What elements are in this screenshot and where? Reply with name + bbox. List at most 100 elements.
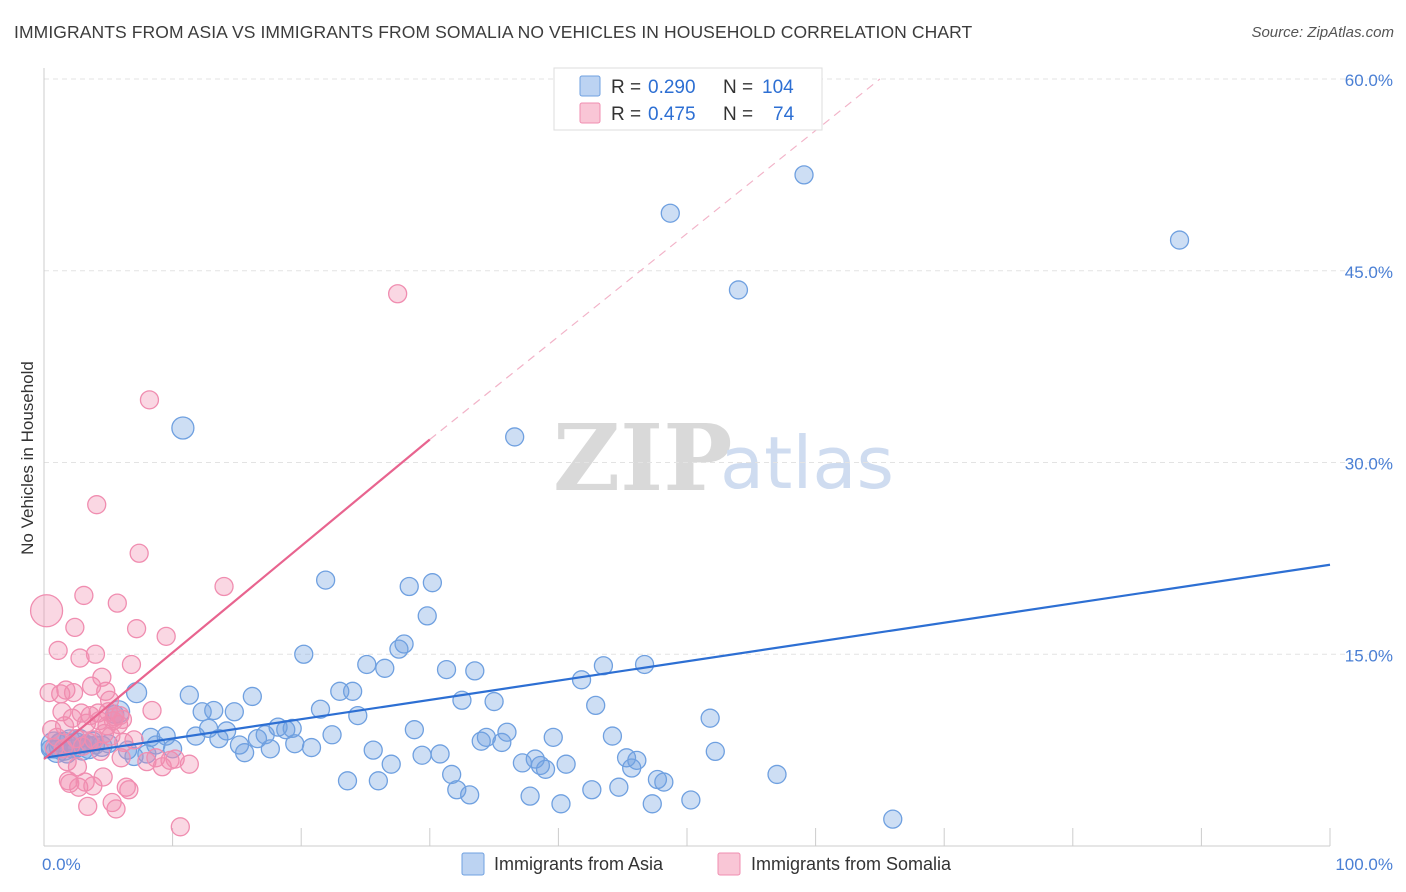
asia-point-47: [301, 737, 322, 758]
asia-point-105: [728, 280, 749, 300]
asia-point-37: [234, 743, 255, 763]
legend-somalia-n-label: N =: [723, 104, 753, 125]
asia-point-32: [204, 700, 224, 721]
asia-trend-line: [43, 563, 1331, 759]
somalia-point-9: [54, 716, 75, 736]
asia-point-86: [551, 794, 571, 814]
asia-point-67: [430, 744, 450, 764]
asia-point-52: [337, 771, 358, 791]
grid-lines: [44, 78, 1394, 655]
somalia-point-0: [29, 594, 64, 628]
asia-point-55: [357, 654, 377, 675]
asia-point-49: [315, 570, 336, 590]
asia-point-61: [394, 634, 414, 654]
trend-lines: [43, 78, 1331, 760]
somalia-point-67: [165, 749, 185, 769]
stats-legend: R = 0.290 N = 104 R = 0.475 N = 74: [553, 67, 823, 131]
legend-swatch-asia: [579, 75, 601, 97]
somalia-point-70: [214, 576, 234, 597]
somalia-trend-extension: [429, 78, 881, 440]
asia-point-106: [767, 764, 787, 785]
asia-point-63: [404, 720, 425, 740]
asia-point-84: [535, 759, 556, 779]
somalia-point-57: [121, 654, 142, 675]
somalia-point-21: [70, 648, 90, 668]
asia-point-50: [322, 725, 342, 745]
asia-point-45: [285, 734, 305, 754]
source-credit: Source: ZipAtlas.com: [1251, 24, 1394, 41]
legend-asia-n-value: 104: [762, 77, 794, 98]
asia-point-92: [602, 726, 623, 746]
somalia-point-7: [52, 702, 72, 722]
asia-point-41: [260, 739, 280, 759]
somalia-point-56: [119, 780, 139, 800]
legend-asia-r-label: R =: [611, 77, 641, 98]
y-tick-label-1: 30.0%: [1345, 455, 1393, 474]
somalia-point-16: [63, 682, 84, 703]
asia-point-62: [399, 576, 419, 597]
asia-point-65: [417, 606, 437, 626]
asia-point-59: [381, 754, 401, 774]
somalia-point-27: [78, 796, 98, 817]
somalia-point-5: [48, 640, 68, 661]
asia-point-101: [660, 203, 680, 223]
somalia-point-53: [111, 748, 131, 768]
series-legend-somalia: Immigrants from Somalia: [751, 854, 952, 874]
asia-point-81: [520, 786, 540, 806]
asia-point-56: [363, 740, 383, 760]
somalia-point-55: [116, 777, 136, 797]
asia-point-68: [436, 659, 457, 680]
asia-point-93: [609, 777, 629, 797]
asia-point-66: [422, 573, 443, 593]
asia-point-27: [171, 416, 195, 440]
asia-point-109: [1169, 230, 1190, 250]
somalia-point-71: [387, 284, 408, 304]
series-legend-swatch-asia: [461, 852, 485, 876]
asia-point-53: [342, 681, 363, 701]
asia-point-85: [543, 727, 563, 747]
series-legend-asia: Immigrants from Asia: [494, 854, 664, 874]
asia-point-89: [582, 780, 602, 800]
asia-point-82: [525, 749, 545, 769]
somalia-point-39: [93, 767, 113, 787]
somalia-point-68: [170, 817, 190, 837]
asia-point-107: [794, 165, 814, 185]
asia-point-28: [179, 685, 199, 705]
asia-point-33: [209, 728, 229, 749]
asia-point-96: [627, 750, 647, 771]
y-tick-label-2: 45.0%: [1345, 263, 1393, 282]
asia-point-104: [705, 741, 725, 762]
somalia-point-19: [67, 757, 88, 777]
somalia-point-17: [65, 617, 85, 638]
somalia-point-65: [156, 626, 176, 647]
asia-point-58: [375, 658, 395, 678]
asia-point-78: [497, 722, 517, 742]
asia-point-98: [642, 794, 662, 814]
somalia-point-20: [69, 777, 89, 797]
somalia-point-33: [85, 644, 106, 664]
asia-point-108: [883, 809, 903, 829]
somalia-point-73: [112, 709, 133, 730]
somalia-point-29: [80, 705, 100, 726]
somalia-point-50: [107, 593, 127, 613]
chart-title: IMMIGRANTS FROM ASIA VS IMMIGRANTS FROM …: [14, 22, 973, 42]
y-tick-label-0: 15.0%: [1345, 646, 1393, 665]
somalia-point-62: [139, 390, 160, 410]
watermark-zip: ZIP: [553, 404, 732, 512]
somalia-point-37: [90, 741, 111, 762]
series-legend-swatch-somalia: [717, 852, 741, 876]
somalia-point-59: [126, 619, 147, 639]
legend-somalia-n-value: 74: [773, 104, 795, 125]
asia-point-72: [460, 785, 480, 805]
asia-point-57: [368, 771, 389, 791]
series-legend: Immigrants from Asia Immigrants from Som…: [461, 852, 952, 876]
asia-point-75: [476, 727, 497, 747]
asia-point-35: [224, 702, 244, 722]
somalia-trend-line: [43, 438, 431, 760]
somalia-point-24: [74, 585, 94, 606]
somalia-point-10: [56, 680, 76, 700]
axes: [43, 68, 1331, 847]
asia-point-69: [442, 764, 462, 785]
asia-point-76: [484, 691, 504, 712]
